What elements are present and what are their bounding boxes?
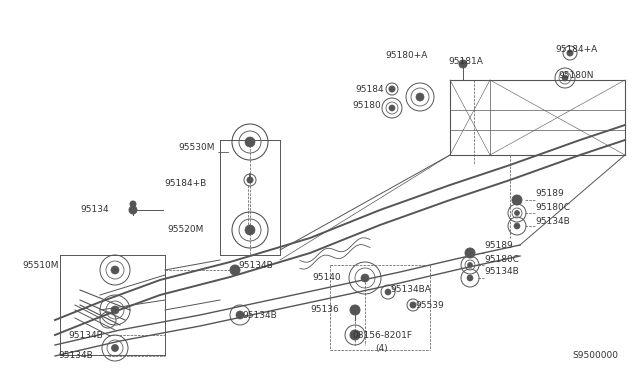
Circle shape	[111, 344, 118, 352]
Circle shape	[247, 177, 253, 183]
Text: 95134B: 95134B	[68, 330, 103, 340]
Text: (4): (4)	[375, 343, 388, 353]
Text: 95180+A: 95180+A	[385, 51, 428, 60]
Text: 95520M: 95520M	[167, 224, 204, 234]
Circle shape	[350, 305, 360, 315]
Text: S9500000: S9500000	[572, 350, 618, 359]
Text: 95189: 95189	[535, 189, 564, 198]
Text: 95134B: 95134B	[238, 260, 273, 269]
Circle shape	[130, 201, 136, 207]
Text: 95184+A: 95184+A	[555, 45, 597, 55]
Circle shape	[389, 86, 395, 92]
Text: 95140: 95140	[312, 273, 340, 282]
Circle shape	[515, 211, 520, 215]
Circle shape	[245, 137, 255, 147]
Circle shape	[350, 330, 360, 340]
Text: 95184: 95184	[355, 86, 383, 94]
Circle shape	[416, 93, 424, 101]
Text: 95134B: 95134B	[484, 267, 519, 276]
Circle shape	[236, 311, 244, 319]
Circle shape	[562, 75, 568, 81]
Text: 95134: 95134	[80, 205, 109, 215]
Text: 95136: 95136	[310, 305, 339, 314]
Circle shape	[514, 223, 520, 229]
Circle shape	[385, 289, 391, 295]
Text: 95134B: 95134B	[242, 311, 276, 320]
Circle shape	[389, 105, 395, 111]
Circle shape	[567, 50, 573, 56]
Text: 95180C: 95180C	[535, 202, 570, 212]
Text: 95181A: 95181A	[448, 58, 483, 67]
Text: 95180N: 95180N	[558, 71, 593, 80]
Text: 95539: 95539	[415, 301, 444, 310]
Circle shape	[111, 266, 119, 274]
Text: 95134B: 95134B	[58, 352, 93, 360]
Text: 08156-8201F: 08156-8201F	[352, 330, 412, 340]
Text: 95180: 95180	[352, 102, 381, 110]
Text: 95134BA: 95134BA	[390, 285, 431, 295]
Text: 95189: 95189	[484, 241, 513, 250]
Text: 95184+B: 95184+B	[164, 179, 206, 187]
Text: 95180C: 95180C	[484, 254, 519, 263]
Circle shape	[467, 263, 472, 267]
Circle shape	[361, 274, 369, 282]
Circle shape	[465, 248, 475, 258]
Circle shape	[512, 195, 522, 205]
Circle shape	[111, 306, 119, 314]
Circle shape	[245, 225, 255, 235]
Text: 95134B: 95134B	[535, 217, 570, 225]
Text: 95530M: 95530M	[178, 144, 214, 153]
Circle shape	[129, 206, 137, 214]
Circle shape	[459, 60, 467, 68]
Circle shape	[467, 275, 473, 281]
Circle shape	[230, 265, 240, 275]
Circle shape	[410, 302, 416, 308]
Text: 95510M: 95510M	[22, 260, 58, 269]
